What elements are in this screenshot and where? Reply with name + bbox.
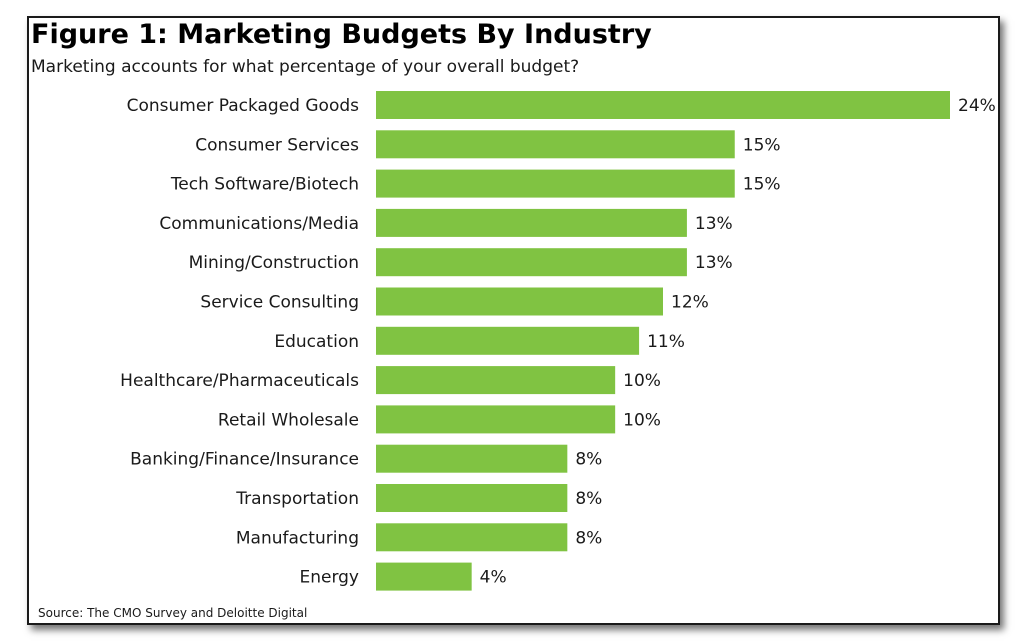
value-label: 15% — [743, 175, 781, 195]
bar — [376, 287, 663, 316]
bar-chart: Consumer Packaged Goods 24% Consumer Servi… — [120, 91, 996, 591]
value-label: 12% — [671, 293, 709, 313]
value-label: 24% — [958, 96, 996, 116]
value-label: 8% — [575, 489, 602, 509]
category-label: Healthcare/Pharmaceuticals — [120, 371, 359, 391]
bar — [376, 523, 568, 552]
category-label: Mining/Construction — [189, 253, 359, 273]
bar — [376, 91, 950, 119]
bar — [376, 405, 616, 434]
bar — [376, 248, 687, 277]
category-label: Service Consulting — [200, 293, 359, 313]
category-label: Banking/Finance/Insurance — [130, 450, 359, 470]
category-label: Transportation — [235, 489, 359, 509]
bar — [376, 562, 472, 591]
category-label: Retail Wholesale — [218, 410, 359, 430]
value-label: 8% — [575, 450, 602, 470]
value-label: 11% — [647, 332, 685, 352]
chart-source: Source: The CMO Survey and Deloitte Digi… — [38, 606, 308, 620]
value-label: 10% — [623, 410, 661, 430]
category-label: Energy — [299, 568, 359, 588]
bar — [376, 484, 568, 512]
chart-frame: Figure 1: Marketing Budgets By Industry … — [27, 16, 1000, 625]
value-label: 13% — [695, 214, 733, 234]
bar — [376, 208, 687, 237]
chart-title: Figure 1: Marketing Budgets By Industry — [31, 19, 652, 50]
value-label: 13% — [695, 253, 733, 273]
bar — [376, 169, 735, 198]
category-label: Consumer Packaged Goods — [127, 96, 360, 116]
value-label: 15% — [743, 135, 781, 155]
category-label: Education — [274, 332, 359, 352]
category-label: Consumer Services — [195, 135, 359, 155]
bar — [376, 366, 616, 395]
category-label: Communications/Media — [159, 214, 359, 234]
value-label: 8% — [575, 528, 602, 548]
category-label: Tech Software/Biotech — [170, 175, 359, 195]
bar — [376, 130, 735, 159]
bar — [376, 326, 640, 355]
value-label: 10% — [623, 371, 661, 391]
value-label: 4% — [480, 568, 507, 588]
chart-subtitle: Marketing accounts for what percentage o… — [31, 57, 580, 77]
bar — [376, 444, 568, 473]
category-label: Manufacturing — [236, 528, 359, 548]
